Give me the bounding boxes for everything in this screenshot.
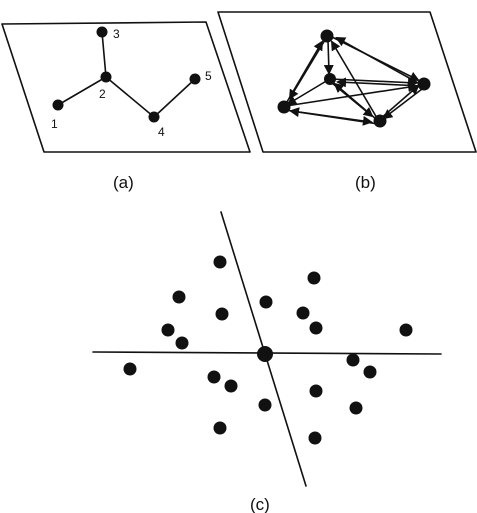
arrow-left-right bbox=[285, 82, 418, 107]
graph-node-left bbox=[277, 100, 291, 114]
scatter-point bbox=[259, 295, 273, 309]
scatter-point bbox=[309, 384, 323, 398]
panel-a: 1 2 3 4 5 (a) bbox=[1, 21, 251, 192]
scatter-point bbox=[224, 379, 238, 393]
panel-a-caption: (a) bbox=[113, 173, 134, 192]
edge-2-4 bbox=[105, 76, 155, 118]
arrow-top-left bbox=[288, 39, 326, 100]
panel-b-caption: (b) bbox=[355, 173, 376, 192]
scatter-point bbox=[213, 421, 227, 435]
arrow-right-top bbox=[335, 37, 421, 85]
panel-b-plane bbox=[217, 11, 477, 153]
node-label-2: 2 bbox=[99, 87, 106, 101]
panel-c: (c) bbox=[92, 211, 442, 513]
scatter-point bbox=[349, 401, 363, 415]
arrow-bottom-left bbox=[289, 107, 379, 125]
panel-c-caption: (c) bbox=[250, 495, 270, 513]
edge-2-1 bbox=[57, 76, 107, 106]
graph-node-right bbox=[417, 77, 431, 91]
scatter-point bbox=[399, 323, 413, 337]
node-label-3: 3 bbox=[113, 27, 120, 41]
arrow-top-center bbox=[323, 39, 334, 75]
node-1 bbox=[52, 99, 64, 111]
scatter-point bbox=[363, 365, 377, 379]
scatter-point bbox=[296, 306, 310, 320]
panel-b: (b) bbox=[217, 11, 477, 192]
scatter-point bbox=[346, 353, 360, 367]
node-2 bbox=[100, 71, 112, 83]
graph-node-bottom bbox=[373, 114, 387, 128]
scatter-point bbox=[308, 431, 322, 445]
arrow-center-left bbox=[286, 79, 329, 106]
graph-node-center bbox=[324, 73, 336, 85]
node-5 bbox=[189, 73, 201, 85]
scatter-point bbox=[258, 398, 272, 412]
panel-a-plane bbox=[1, 21, 251, 153]
node-label-1: 1 bbox=[51, 117, 58, 131]
node-label-5: 5 bbox=[205, 69, 212, 83]
node-label-4: 4 bbox=[158, 125, 165, 139]
scatter-point bbox=[123, 362, 137, 376]
scatter-point bbox=[172, 290, 186, 304]
arrow-center-bottom bbox=[331, 82, 374, 118]
node-4 bbox=[148, 111, 160, 123]
arrow-right-bottom bbox=[382, 88, 423, 120]
edge-2-3 bbox=[101, 31, 107, 78]
scatter-point bbox=[309, 321, 323, 335]
node-3 bbox=[96, 26, 108, 38]
scatter-point bbox=[215, 307, 229, 321]
graph-node-top bbox=[320, 29, 334, 43]
edge-4-5 bbox=[153, 78, 196, 118]
scatter-point bbox=[213, 255, 227, 269]
center-point bbox=[257, 346, 273, 362]
scatter-point bbox=[175, 336, 189, 350]
scatter-point bbox=[207, 370, 221, 384]
scatter-point bbox=[307, 271, 321, 285]
scatter-point bbox=[161, 323, 175, 337]
